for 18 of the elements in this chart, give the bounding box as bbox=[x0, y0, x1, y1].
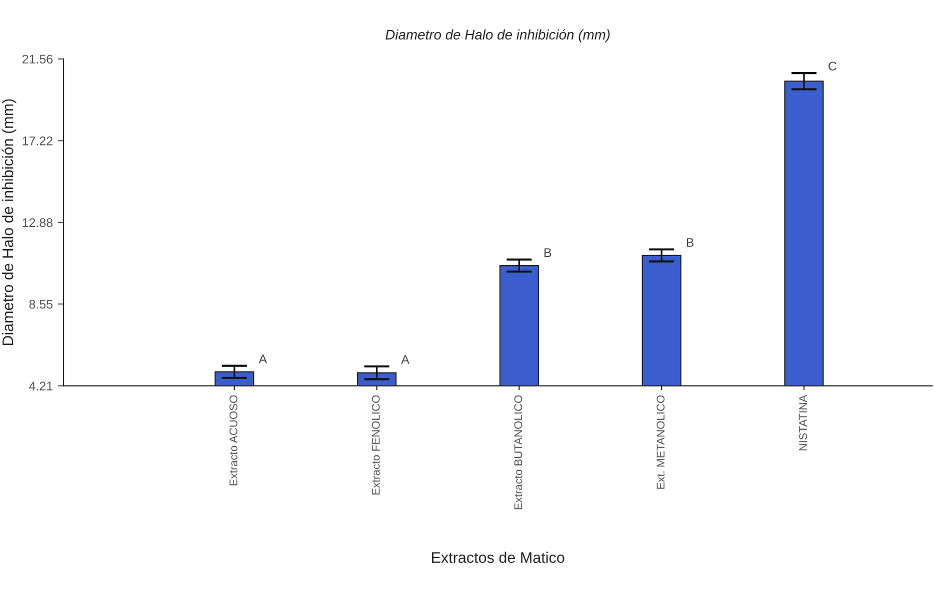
x-tick-label: Extracto ACUOSO bbox=[230, 395, 238, 486]
y-tick-label: 4.21 bbox=[29, 382, 52, 390]
annotation: A bbox=[258, 354, 268, 364]
annotation: A bbox=[401, 355, 410, 364]
annotation: B bbox=[544, 248, 552, 257]
chart-title: Diametro de Halo de inhibición (mm) bbox=[386, 29, 610, 42]
x-axis-title: Extractos de Matico bbox=[432, 552, 564, 563]
y-tick-label: 17.22 bbox=[22, 136, 52, 146]
x-tick-label: Extracto BUTANOLICO bbox=[514, 395, 522, 510]
x-tick-label: Extracto FENOLICO bbox=[372, 395, 380, 495]
y-axis-title: Diametro de Halo de inhibición (mm) bbox=[2, 99, 16, 346]
y-tick-label: 12.88 bbox=[22, 218, 53, 228]
annotation: B bbox=[686, 238, 694, 247]
x-tick-label: NISTATINA bbox=[799, 394, 807, 450]
y-tick-label: 21.56 bbox=[22, 54, 53, 64]
annotation: C bbox=[828, 62, 836, 71]
y-tick-label: 8.55 bbox=[29, 300, 53, 309]
x-tick-label: Ext. METANOLICO bbox=[656, 395, 665, 489]
